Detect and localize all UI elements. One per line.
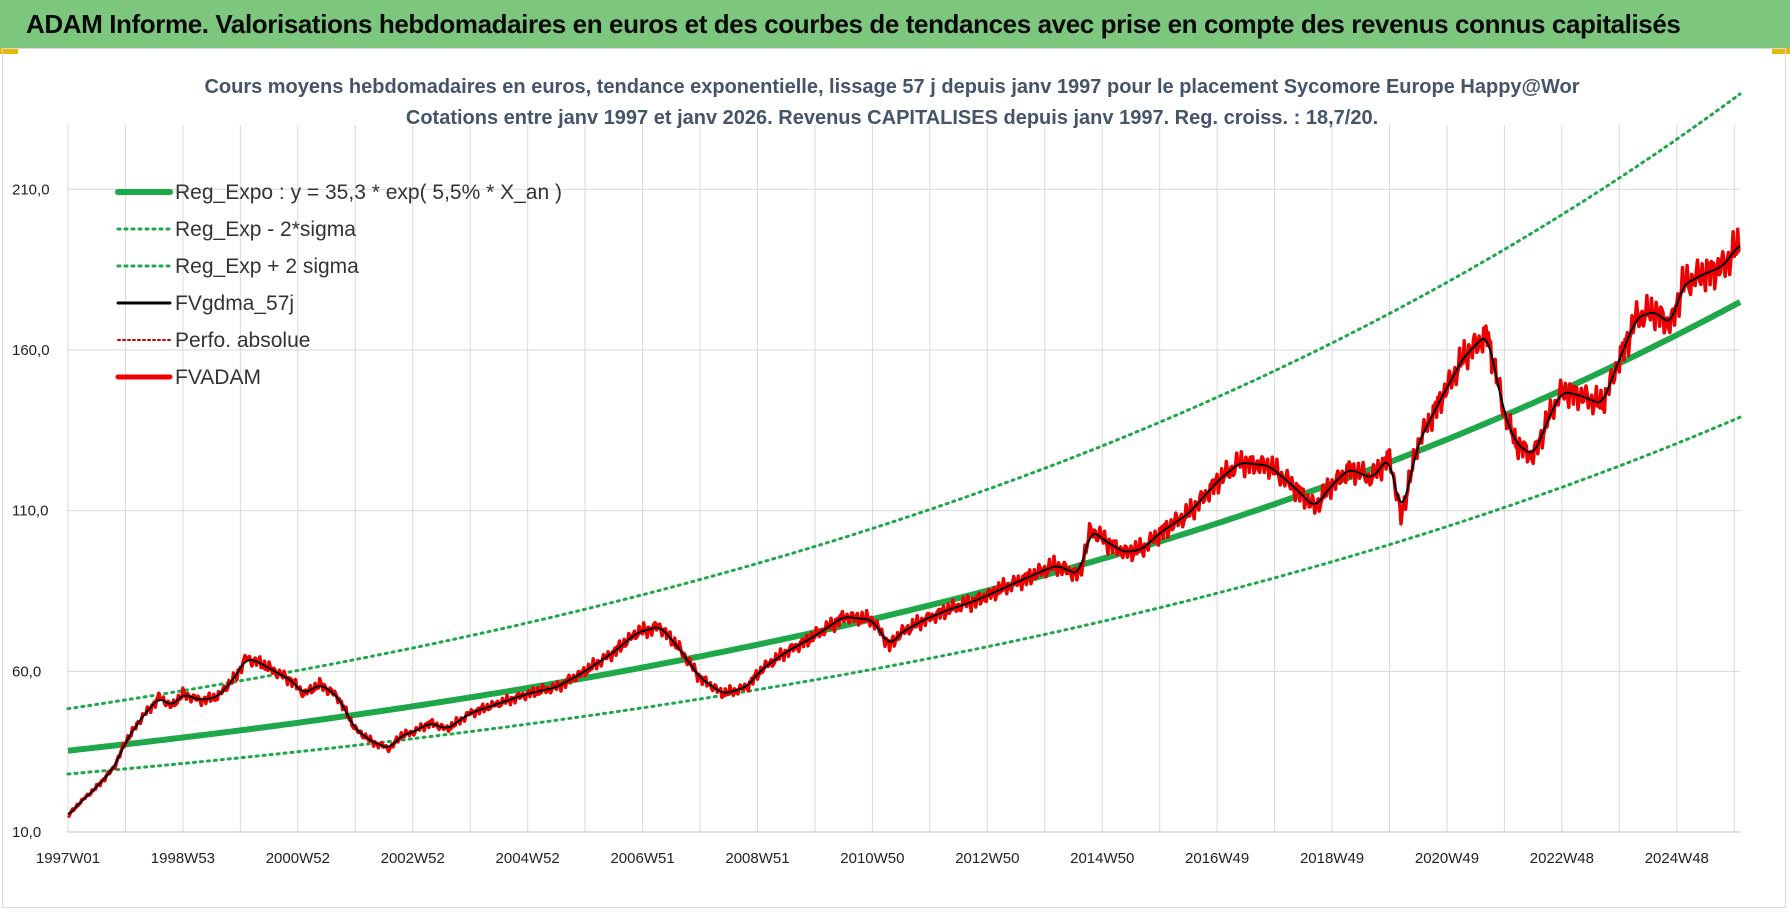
legend-label-0: Reg_Expo : y = 35,3 * exp( 5,5% * X_an ): [175, 181, 562, 204]
legend-label-4: Perfo. absolue: [175, 329, 310, 352]
x-axis-ticks: 1997W01 1998W53 2000W52 2002W52 2004W52 2006W…: [36, 850, 1709, 867]
x-tick-label: 2006W51: [610, 850, 674, 867]
x-tick-label: 2008W51: [725, 850, 789, 867]
chart-subtitle-line2: Cotations entre janv 1997 et janv 2026. …: [406, 107, 1378, 129]
chart-legend: Reg_Expo : y = 35,3 * exp( 5,5% * X_an )…: [115, 181, 562, 389]
corner-mark-top-left: [0, 48, 18, 54]
chart-series: [66, 92, 1742, 818]
legend-label-3: FVgdma_57j: [175, 292, 294, 315]
y-tick-label: 110,0: [12, 503, 48, 520]
x-tick-label: 2018W49: [1300, 850, 1364, 867]
chart-subtitle-line1: Cours moyens hebdomadaires en euros, ten…: [204, 76, 1579, 98]
legend-label-5: FVADAM: [175, 366, 261, 389]
series-fvadam: [67, 227, 1741, 818]
x-tick-label: 2012W50: [955, 850, 1019, 867]
series-reg-exp-plus-2sigma: [66, 92, 1742, 711]
x-tick-label: 2022W48: [1530, 850, 1594, 867]
x-tick-label: 2010W50: [840, 850, 904, 867]
x-tick-label: 2016W49: [1185, 850, 1249, 867]
series-fvgdma-57j: [67, 245, 1741, 816]
chart-frame: [2, 48, 1786, 908]
x-tick-label: 1997W01: [36, 850, 100, 867]
y-tick-label: 160,0: [12, 342, 50, 359]
corner-mark-top-right: [1772, 48, 1790, 54]
x-tick-label: 2014W50: [1070, 850, 1134, 867]
y-axis-ticks: 10,0 60,0 110,0 160,0 210,0: [12, 181, 50, 841]
x-tick-label: 2000W52: [266, 850, 330, 867]
y-tick-label: 60,0: [12, 663, 41, 680]
series-reg-exp-minus-2sigma: [66, 415, 1742, 776]
chart-grid: [67, 125, 1740, 833]
legend-label-2: Reg_Exp + 2 sigma: [175, 255, 359, 278]
x-tick-label: 1998W53: [151, 850, 215, 867]
header-bar: ADAM Informe. Valorisations hebdomadaire…: [0, 0, 1790, 48]
x-tick-label: 2024W48: [1645, 850, 1709, 867]
report-title: ADAM Informe. Valorisations hebdomadaire…: [26, 9, 1681, 39]
legend-label-1: Reg_Exp - 2*sigma: [175, 218, 356, 241]
x-tick-label: 2004W52: [496, 850, 560, 867]
x-tick-label: 2020W49: [1415, 850, 1479, 867]
x-tick-label: 2002W52: [381, 850, 445, 867]
y-tick-label: 210,0: [12, 181, 50, 198]
y-tick-label: 10,0: [12, 824, 41, 841]
